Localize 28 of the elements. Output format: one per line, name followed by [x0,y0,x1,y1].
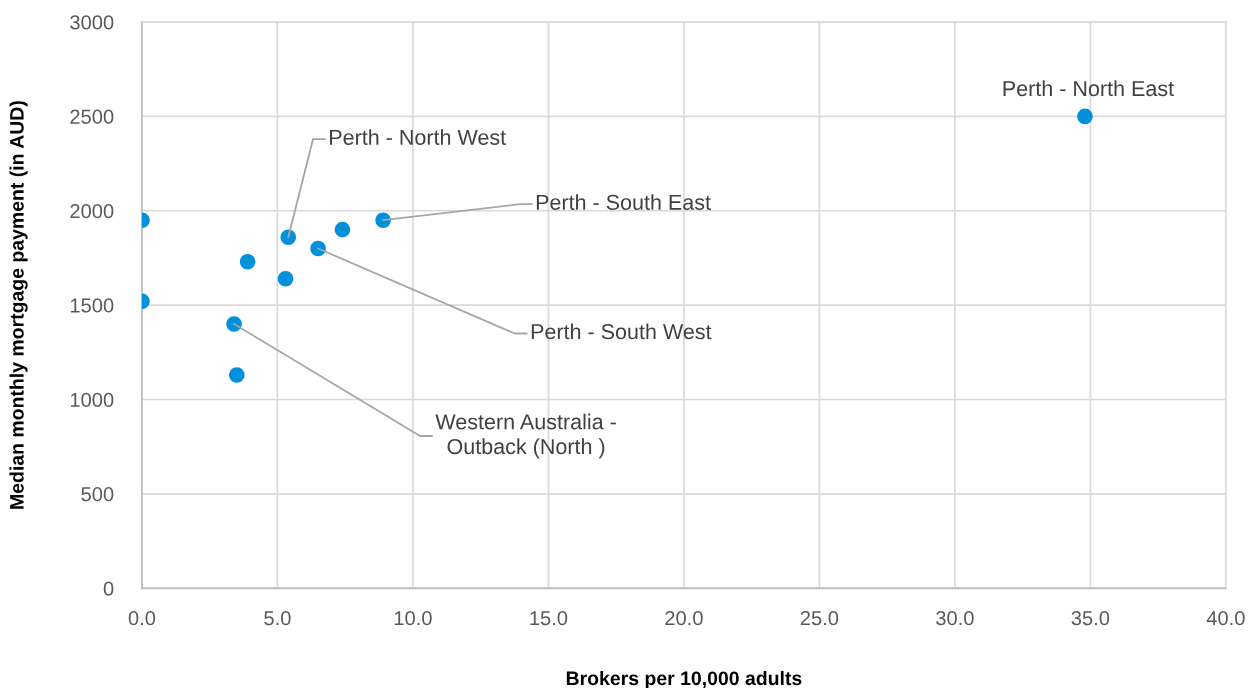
x-tick-label: 35.0 [1071,610,1110,626]
annotation: Western Australia - Outback (North ) [435,413,616,459]
x-tick-label: 0.0 [128,610,156,626]
point [229,367,245,383]
point [310,240,326,257]
x-tick-label: 40.0 [1206,610,1245,626]
y-tick-label: 1000 [70,392,114,407]
y-tick-label: 1500 [70,298,114,313]
annotation: Perth - South West [531,323,712,340]
point [334,221,351,238]
point [1077,108,1093,125]
y-tick-label: 0 [103,581,114,596]
x-tick-label: 10.0 [394,610,432,626]
y-tick-label: 500 [81,487,114,502]
x-tick-label: 30.0 [936,610,974,626]
annotation: Perth - North West [330,129,506,145]
point [239,253,256,270]
annotation: Perth - South East [536,194,711,210]
point [277,270,294,287]
annotation: Perth - North East [1003,80,1174,97]
y-axis-title: Median monthly mortgage payment (in AUD) [9,101,28,509]
y-tick-label: 2500 [70,109,114,124]
x-tick-label: 5.0 [264,610,291,626]
x-tick-label: 20.0 [665,610,703,626]
x-tick-label: 15.0 [530,610,568,626]
x-tick-label: 25.0 [800,610,839,626]
y-tick-label: 2000 [70,203,114,219]
y-tick-label: 3000 [70,15,114,30]
